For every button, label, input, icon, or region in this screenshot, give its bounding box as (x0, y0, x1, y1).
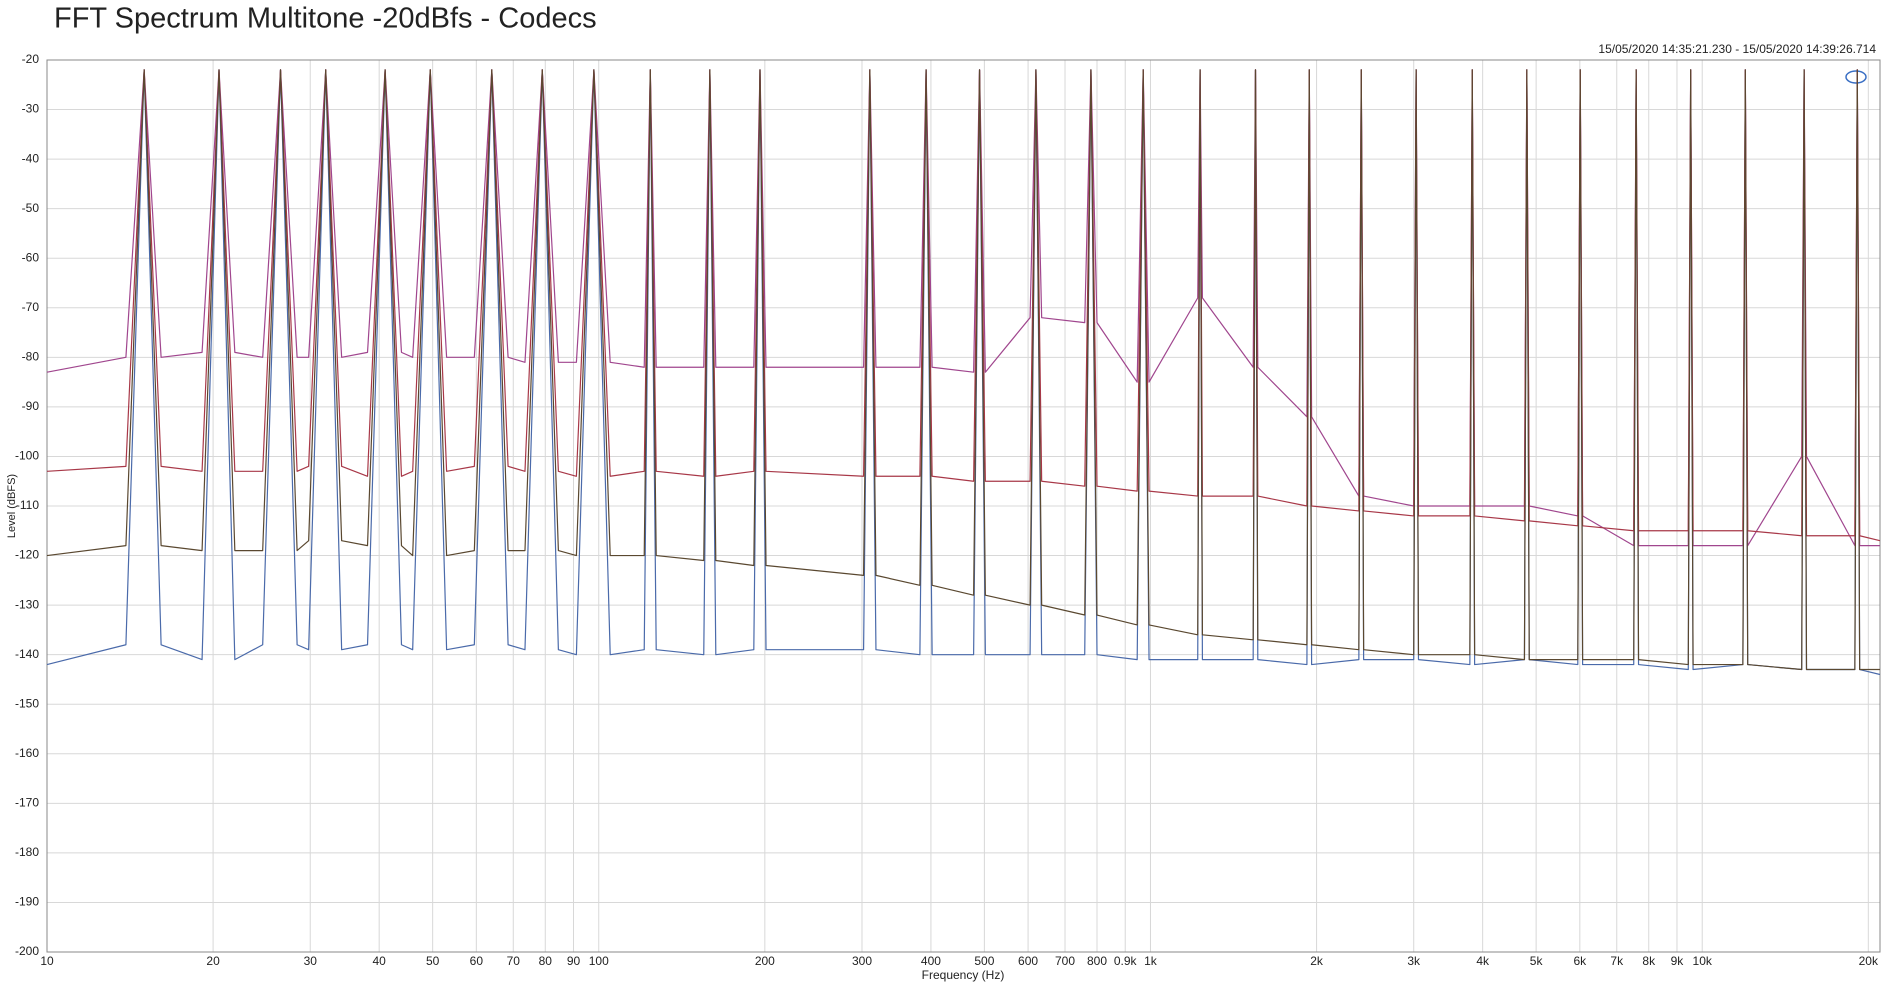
y-tick-label: -30 (22, 102, 40, 116)
y-tick-label: -80 (22, 350, 40, 364)
y-tick-label: -130 (15, 597, 39, 611)
x-tick-label: 10 (40, 954, 54, 968)
y-tick-label: -180 (15, 845, 39, 859)
y-tick-label: -90 (22, 399, 40, 413)
y-tick-label: -110 (16, 498, 39, 512)
ap-logo (1845, 70, 1867, 84)
y-tick-label: -170 (15, 796, 39, 810)
x-tick-label: 1k (1144, 954, 1158, 968)
logo-ring (1845, 70, 1867, 84)
y-tick-label: -160 (15, 746, 39, 760)
x-tick-label: 80 (539, 954, 553, 968)
x-tick-label: 90 (567, 954, 581, 968)
x-tick-label: 10k (1693, 954, 1713, 968)
series-line (46, 69, 1880, 671)
y-tick-label: -50 (22, 201, 40, 215)
x-tick-label: 8k (1642, 954, 1656, 968)
x-tick-label: 700 (1055, 954, 1075, 968)
x-tick-label: 4k (1476, 954, 1490, 968)
x-tick-label: 400 (921, 954, 941, 968)
x-tick-label: 60 (470, 954, 484, 968)
x-tick-label: 800 (1087, 954, 1107, 968)
x-tick-label: 300 (852, 954, 872, 968)
y-tick-label: -150 (15, 696, 39, 710)
x-tick-label: 200 (755, 954, 775, 968)
x-tick-label: 20 (206, 954, 220, 968)
y-tick-label: -100 (15, 449, 39, 463)
y-tick-label: -70 (22, 300, 40, 314)
y-axis-label: Level (dBFS) (6, 474, 18, 538)
x-tick-label: 600 (1018, 954, 1038, 968)
x-tick-label: 30 (304, 954, 318, 968)
x-tick-label: 6k (1573, 954, 1587, 968)
y-tick-label: -120 (15, 548, 39, 562)
x-tick-label: 20k (1859, 954, 1879, 968)
x-tick-label: 500 (974, 954, 994, 968)
x-tick-label: 9k (1671, 954, 1685, 968)
y-tick-label: -40 (22, 151, 40, 165)
chart-title: FFT Spectrum Multitone -20dBfs - Codecs (54, 3, 597, 35)
x-tick-label: 0.9k (1114, 954, 1138, 968)
x-axis-label: Frequency (Hz) (922, 968, 1005, 982)
y-tick-label: -190 (15, 895, 39, 909)
x-tick-label: 3k (1407, 954, 1421, 968)
x-tick-label: 2k (1310, 954, 1324, 968)
x-tick-label: 70 (507, 954, 521, 968)
x-tick-label: 100 (589, 954, 609, 968)
x-tick-label: 7k (1610, 954, 1624, 968)
plot-frame (46, 59, 1881, 953)
y-tick-label: -20 (22, 52, 40, 66)
x-tick-label: 5k (1530, 954, 1544, 968)
y-tick-label: -60 (22, 250, 40, 264)
x-tick-label: 40 (373, 954, 387, 968)
y-tick-label: -200 (15, 944, 39, 958)
y-tick-label: -140 (15, 647, 39, 661)
x-tick-label: 50 (426, 954, 440, 968)
chart-subtitle: 15/05/2020 14:35:21.230 - 15/05/2020 14:… (1598, 42, 1876, 56)
